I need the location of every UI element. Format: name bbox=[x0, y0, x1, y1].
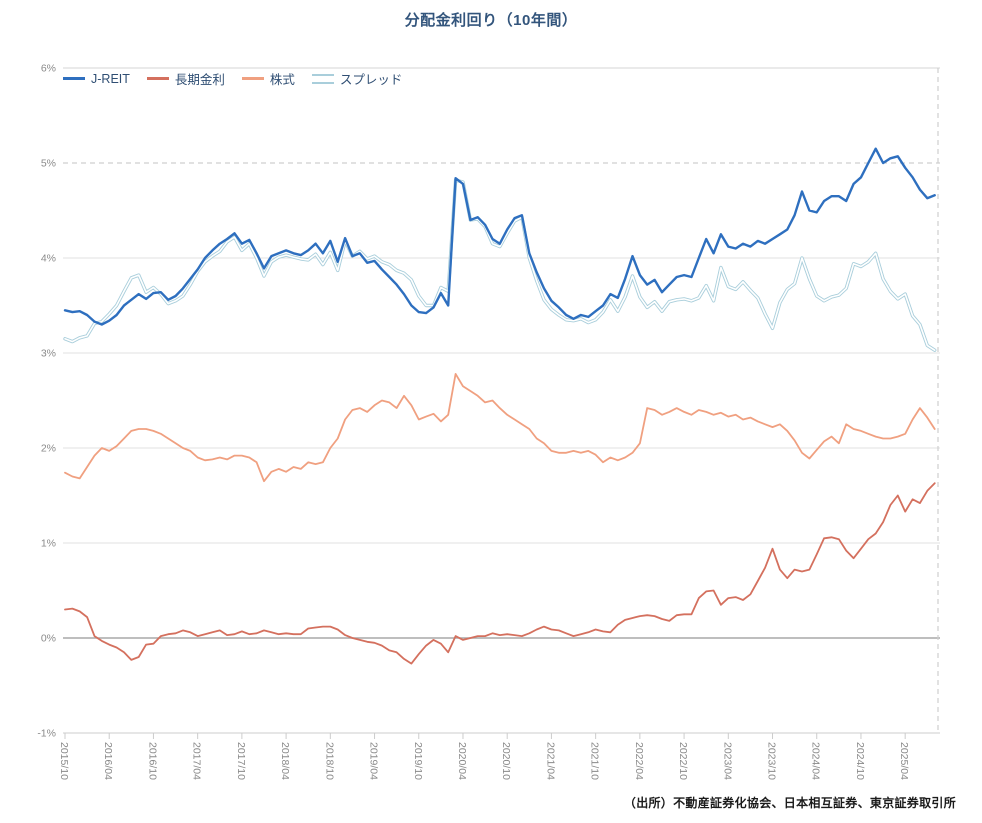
legend-item-equity[interactable]: 株式 bbox=[241, 69, 295, 88]
y-axis-label: 6% bbox=[41, 63, 56, 75]
y-axis-label: 0% bbox=[41, 633, 56, 645]
legend-item-long-term-rate[interactable]: 長期金利 bbox=[146, 69, 225, 88]
x-axis-label: 2023/04 bbox=[721, 742, 733, 780]
y-axis-label: 3% bbox=[41, 348, 56, 360]
x-axis-label: 2017/04 bbox=[191, 742, 203, 780]
legend-swatch-spread-icon bbox=[311, 73, 334, 84]
x-axis-label: 2016/10 bbox=[146, 742, 158, 780]
x-axis-label: 2015/10 bbox=[58, 742, 70, 780]
x-axis-label: 2019/04 bbox=[368, 742, 380, 780]
y-axis-label: 5% bbox=[41, 158, 56, 170]
legend-swatch-long-term-rate-icon bbox=[146, 77, 169, 80]
x-axis-label: 2018/10 bbox=[323, 742, 335, 780]
x-axis-label: 2023/10 bbox=[766, 742, 778, 780]
y-axis-label: 2% bbox=[41, 443, 56, 455]
legend-label-jreit: J-REIT bbox=[91, 71, 130, 86]
y-axis-label: -1% bbox=[37, 728, 56, 740]
x-axis-label: 2024/10 bbox=[854, 742, 866, 780]
chart-area: 6% 5% 4% 3% 2% 1% 0% -1% 2015/10 2016/04 2016/10 20… bbox=[37, 63, 940, 780]
x-axis-label: 2022/04 bbox=[633, 742, 645, 780]
x-axis-label: 2016/04 bbox=[102, 742, 114, 780]
legend-swatch-jreit-icon bbox=[63, 77, 85, 80]
series-line-jreit bbox=[63, 147, 936, 326]
y-axis-label: 1% bbox=[41, 538, 56, 550]
legend-label-equity: 株式 bbox=[269, 73, 295, 87]
series-line-spread-inner bbox=[64, 179, 936, 352]
legend-item-spread[interactable]: スプレッド bbox=[311, 69, 403, 88]
x-axis-label: 2019/10 bbox=[412, 742, 424, 780]
legend-label-spread: スプレッド bbox=[339, 73, 403, 87]
x-axis-label: 2020/10 bbox=[500, 742, 512, 780]
x-axis-label: 2025/04 bbox=[898, 742, 910, 780]
series-line-long-term-rate bbox=[64, 482, 936, 665]
legend-label-long-term-rate: 長期金利 bbox=[174, 73, 225, 87]
x-axis-label: 2017/10 bbox=[235, 742, 247, 780]
series-line-equity bbox=[64, 372, 936, 483]
chart-canvas: 6% 5% 4% 3% 2% 1% 0% -1%2015/10 2016/04 2016/10 20… bbox=[37, 63, 940, 780]
source-note: （出所）不動産証券化協会、日本相互証券、東京証券取引所 bbox=[623, 796, 956, 810]
page-title: 分配金利回り（10年間） bbox=[404, 12, 578, 29]
y-axis-label: 4% bbox=[41, 253, 56, 265]
chart-legend: J-REIT 長期金利 株式 スプレッド bbox=[63, 69, 402, 88]
legend-item-jreit[interactable]: J-REIT bbox=[63, 72, 130, 86]
x-axis-label: 2020/04 bbox=[456, 742, 468, 780]
x-axis-label: 2024/04 bbox=[810, 742, 822, 780]
x-axis-label: 2018/04 bbox=[279, 742, 291, 780]
x-axis-label: 2022/10 bbox=[677, 742, 689, 780]
x-axis-label: 2021/04 bbox=[544, 742, 556, 780]
x-axis-label: 2021/10 bbox=[589, 742, 601, 780]
legend-swatch-equity-icon bbox=[241, 77, 264, 80]
